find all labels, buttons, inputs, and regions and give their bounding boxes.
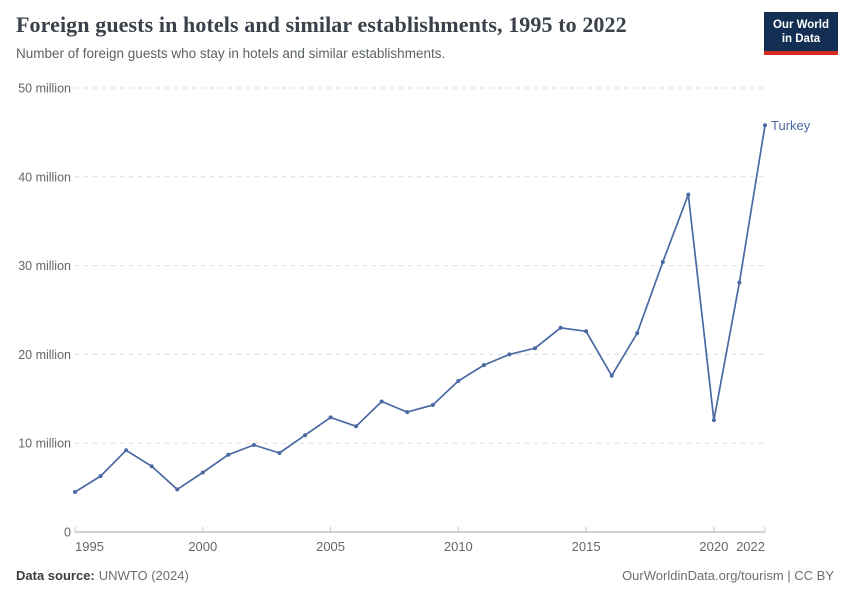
data-point: [763, 123, 767, 128]
data-point: [226, 452, 231, 457]
x-tick-label: 2015: [572, 539, 601, 554]
y-tick-label: 50 million: [18, 82, 71, 96]
y-tick-label: 0: [64, 526, 71, 540]
x-tick-label: 2022: [736, 539, 765, 554]
data-point: [277, 451, 282, 455]
data-point: [533, 346, 537, 351]
owid-logo[interactable]: Our World in Data: [764, 12, 838, 55]
x-tick-label: 1995: [75, 539, 104, 554]
y-tick-label: 40 million: [18, 170, 71, 184]
page-title: Foreign guests in hotels and similar est…: [16, 12, 627, 37]
data-point: [149, 464, 154, 469]
data-point: [200, 470, 205, 475]
x-tick-label: 2000: [188, 539, 217, 554]
data-source-label: Data source:: [16, 568, 95, 583]
data-point: [98, 474, 103, 479]
footer-link[interactable]: OurWorldinData.org/tourism | CC BY: [622, 568, 834, 583]
series-end-label: Turkey: [771, 118, 811, 133]
data-point: [711, 418, 716, 423]
owid-logo-line2: in Data: [781, 33, 821, 45]
chart-subtitle: Number of foreign guests who stay in hot…: [16, 46, 446, 61]
data-source: Data source: UNWTO (2024): [16, 568, 189, 583]
data-point: [379, 399, 384, 404]
data-point: [609, 373, 614, 378]
data-point: [686, 192, 691, 197]
data-point: [635, 331, 640, 336]
owid-logo-line1: Our World: [772, 19, 829, 31]
data-point: [430, 403, 435, 407]
data-point: [175, 487, 180, 492]
chart-footer: Data source: UNWTO (2024) OurWorldinData.…: [16, 568, 834, 583]
data-point: [481, 363, 486, 368]
data-point: [456, 379, 461, 383]
data-point: [328, 415, 333, 420]
x-tick-label: 2010: [444, 539, 473, 554]
data-point: [124, 448, 129, 453]
data-point: [737, 280, 742, 285]
data-point: [73, 490, 77, 494]
data-point: [405, 410, 410, 415]
x-tick-label: 2020: [699, 539, 728, 554]
x-tick-label: 2005: [316, 539, 345, 554]
data-point: [251, 443, 256, 447]
data-point: [303, 433, 307, 438]
data-point: [558, 325, 563, 330]
y-tick-label: 20 million: [18, 348, 71, 362]
data-point: [584, 329, 589, 334]
data-source-value: UNWTO (2024): [98, 568, 189, 583]
data-point: [660, 260, 665, 264]
data-point: [354, 424, 359, 429]
y-tick-label: 10 million: [18, 437, 71, 451]
y-tick-label: 30 million: [18, 259, 71, 273]
data-point: [507, 352, 512, 357]
data-series-line: [74, 124, 766, 493]
